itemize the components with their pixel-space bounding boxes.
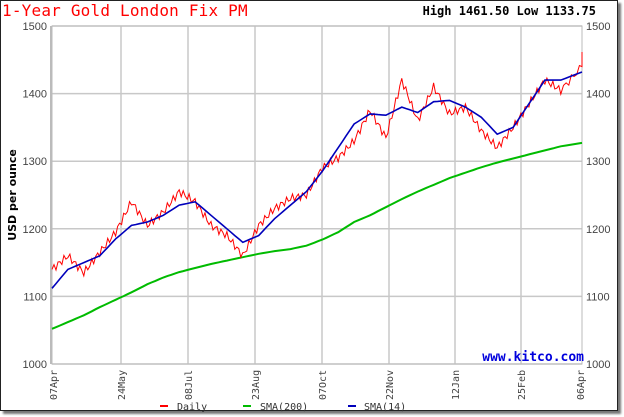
y-tick-right: 1100 <box>586 291 610 303</box>
x-tick-label: 12Jan <box>451 370 462 400</box>
y-tick-left: 1400 <box>23 89 47 101</box>
y-tick-right: 1000 <box>586 359 610 371</box>
plot-border <box>51 25 583 365</box>
y-tick-right: 1400 <box>586 89 610 101</box>
y-axis-left-ticks: 1000 1100 1200 1300 1400 1500 <box>23 21 47 371</box>
x-tick-label: 24May <box>117 370 128 400</box>
y-axis-label: USD per ounce <box>6 149 19 241</box>
sma14-line <box>51 71 583 289</box>
y-tick-right: 1300 <box>586 156 610 168</box>
legend: Daily SMA(200) SMA(14) <box>160 402 406 413</box>
high-low-summary: High 1461.50 Low 1133.75 <box>422 4 596 18</box>
x-tick-label: 22Nov <box>385 370 396 400</box>
y-axis-right-ticks: 1000 1100 1200 1300 1400 1500 <box>586 21 610 371</box>
chart-title: 1-Year Gold London Fix PM <box>2 1 248 20</box>
kitco-watermark[interactable]: www.kitco.com <box>482 350 584 365</box>
x-tick-label: 08Jul <box>184 370 195 400</box>
x-tick-label: 07Oct <box>318 370 329 400</box>
x-axis-ticks: 07Apr 24May 08Jul 23Aug 07Oct 22Nov 12Jan 25Feb… <box>49 370 587 400</box>
y-tick-left: 1000 <box>23 359 47 371</box>
legend-sma14-label: SMA(14) <box>364 402 406 413</box>
y-tick-left: 1500 <box>23 21 47 33</box>
y-tick-left: 1100 <box>23 291 47 303</box>
legend-daily-label: Daily <box>177 402 207 413</box>
y-tick-left: 1200 <box>23 224 47 236</box>
x-tick-label: 06Apr <box>576 370 587 400</box>
gridlines <box>52 25 582 365</box>
y-tick-left: 1300 <box>23 156 47 168</box>
chart-frame <box>0 0 618 411</box>
x-tick-label: 25Feb <box>517 370 528 400</box>
x-tick-label: 23Aug <box>251 370 262 400</box>
legend-sma200-label: SMA(200) <box>260 402 308 413</box>
x-tick-label: 07Apr <box>49 370 60 400</box>
sma200-line <box>51 141 583 330</box>
y-tick-right: 1500 <box>586 21 610 33</box>
y-tick-right: 1200 <box>586 224 610 236</box>
